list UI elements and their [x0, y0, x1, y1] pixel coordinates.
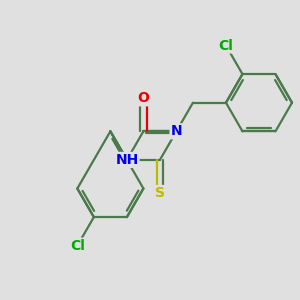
- Text: Cl: Cl: [70, 239, 85, 253]
- Text: N: N: [171, 124, 182, 138]
- Text: S: S: [155, 186, 165, 200]
- Text: O: O: [137, 91, 149, 105]
- Text: Cl: Cl: [218, 38, 233, 52]
- Text: NH: NH: [115, 153, 139, 167]
